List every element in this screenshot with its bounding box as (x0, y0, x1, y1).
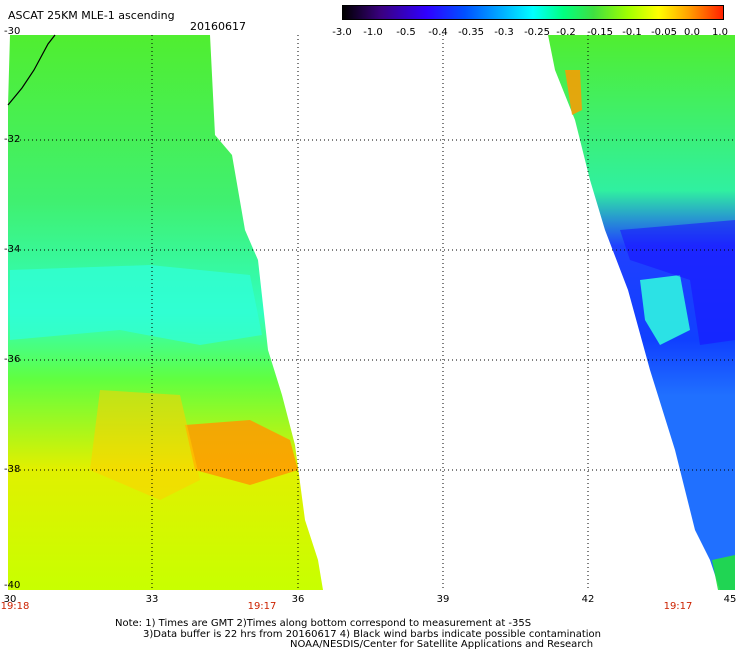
right-swath-cyan-patch (640, 275, 690, 345)
footer-note-3: NOAA/NESDIS/Center for Satellite Applica… (290, 639, 594, 650)
colorbar-label: -0.1 (622, 27, 642, 38)
right-swath-blue-patch (620, 220, 735, 345)
colorbar-label: -3.0 (332, 27, 352, 38)
time-label: 19:17 (247, 601, 277, 612)
colorbar-label: 0.0 (684, 27, 700, 38)
time-label: 19:17 (663, 601, 693, 612)
colorbar-label: -0.2 (556, 27, 576, 38)
left-swath-cyan-patch (10, 265, 262, 345)
lat-label: -36 (4, 354, 21, 365)
grid-lines (8, 35, 735, 590)
colorbar-label: -0.05 (651, 27, 677, 38)
lat-label: -32 (4, 134, 21, 145)
lon-label: 39 (436, 594, 450, 605)
left-swath-orange-patch (185, 420, 298, 485)
lon-label: 45 (723, 594, 737, 605)
right-swath-green-corner (712, 555, 735, 590)
map-title: ASCAT 25KM MLE-1 ascending (8, 9, 175, 22)
colorbar-label: -0.5 (396, 27, 416, 38)
time-label: 19:18 (0, 601, 30, 612)
lon-label: 30 (3, 594, 17, 605)
lon-label: 36 (291, 594, 305, 605)
coastline (7, 34, 56, 106)
colorbar-label: -0.15 (587, 27, 613, 38)
footer-note-2: 3)Data buffer is 22 hrs from 20160617 4)… (143, 629, 601, 640)
colorbar-label: 1.0 (712, 27, 728, 38)
right-swath-orange-edge (565, 70, 582, 115)
lat-label: -38 (4, 464, 21, 475)
lat-label: -40 (4, 580, 21, 591)
colorbar-label: -1.0 (363, 27, 383, 38)
colorbar-label: -0.4 (428, 27, 448, 38)
lon-label: 33 (145, 594, 159, 605)
lon-label: 42 (581, 594, 595, 605)
colorbar-label: -0.25 (524, 27, 550, 38)
colorbar-label: -0.3 (494, 27, 514, 38)
lat-label: -34 (4, 244, 21, 255)
footer-note-1: Note: 1) Times are GMT 2)Times along bot… (115, 618, 532, 629)
right-swath (548, 35, 735, 590)
map-date: 20160617 (190, 20, 246, 33)
colorbar (342, 5, 724, 20)
left-swath-yellow-patch (90, 390, 200, 500)
colorbar-label: -0.35 (458, 27, 484, 38)
lat-label: -30 (4, 26, 21, 37)
